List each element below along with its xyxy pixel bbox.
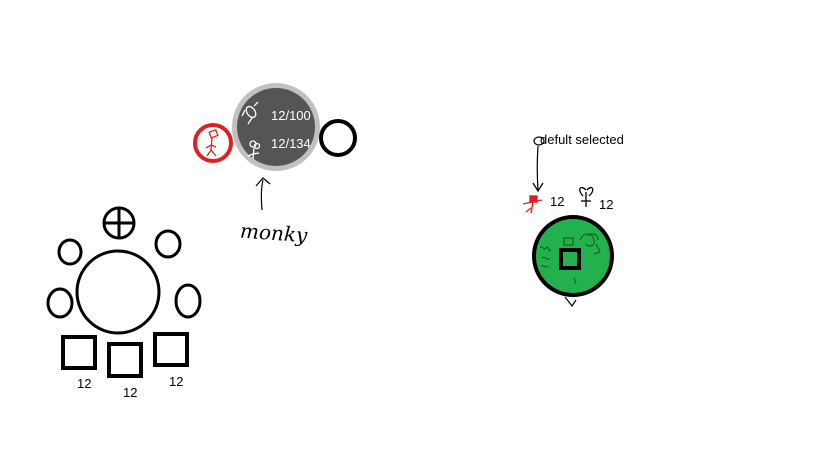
tree-icon bbox=[579, 186, 594, 207]
seat-oval-right[interactable] bbox=[174, 283, 202, 319]
arrow-up-icon bbox=[255, 177, 271, 211]
box-left-count: 12 bbox=[77, 376, 91, 391]
center-square[interactable] bbox=[559, 248, 581, 270]
figure-icon bbox=[205, 128, 219, 157]
center-circle[interactable] bbox=[75, 249, 161, 335]
readout-top: 12/100 bbox=[271, 108, 311, 123]
readout-bottom: 12/134 bbox=[271, 136, 311, 151]
layout-a: 12 12 12 bbox=[46, 206, 202, 400]
tick-mark bbox=[564, 296, 577, 308]
seat-oval-top-left[interactable] bbox=[57, 238, 83, 266]
caption-scribble: monky bbox=[239, 219, 309, 248]
red-figure-icon bbox=[522, 195, 543, 214]
box-right[interactable] bbox=[153, 332, 189, 367]
empty-circle[interactable] bbox=[319, 119, 357, 157]
box-middle[interactable] bbox=[107, 342, 143, 378]
bug-icon bbox=[241, 101, 259, 125]
scribble-marks bbox=[539, 233, 601, 285]
layout-c: defult selected 12 12 bbox=[522, 132, 624, 308]
count-right: 12 bbox=[599, 197, 613, 212]
flower-icon bbox=[247, 140, 261, 160]
box-right-count: 12 bbox=[169, 374, 183, 389]
layout-b: 12/100 12/134 monky bbox=[193, 83, 357, 248]
green-selected-circle[interactable] bbox=[532, 215, 614, 297]
pointer-loop-icon bbox=[532, 136, 545, 193]
crosshair-icon[interactable] bbox=[102, 206, 136, 240]
seat-oval-left[interactable] bbox=[46, 287, 74, 319]
grey-main-circle[interactable] bbox=[237, 88, 315, 166]
seat-oval-top-right[interactable] bbox=[154, 229, 182, 259]
count-left: 12 bbox=[550, 194, 564, 209]
box-left[interactable] bbox=[61, 335, 97, 370]
red-selection-circle[interactable] bbox=[193, 123, 233, 163]
box-middle-count: 12 bbox=[123, 385, 137, 400]
note-default-selected: defult selected bbox=[540, 132, 624, 147]
